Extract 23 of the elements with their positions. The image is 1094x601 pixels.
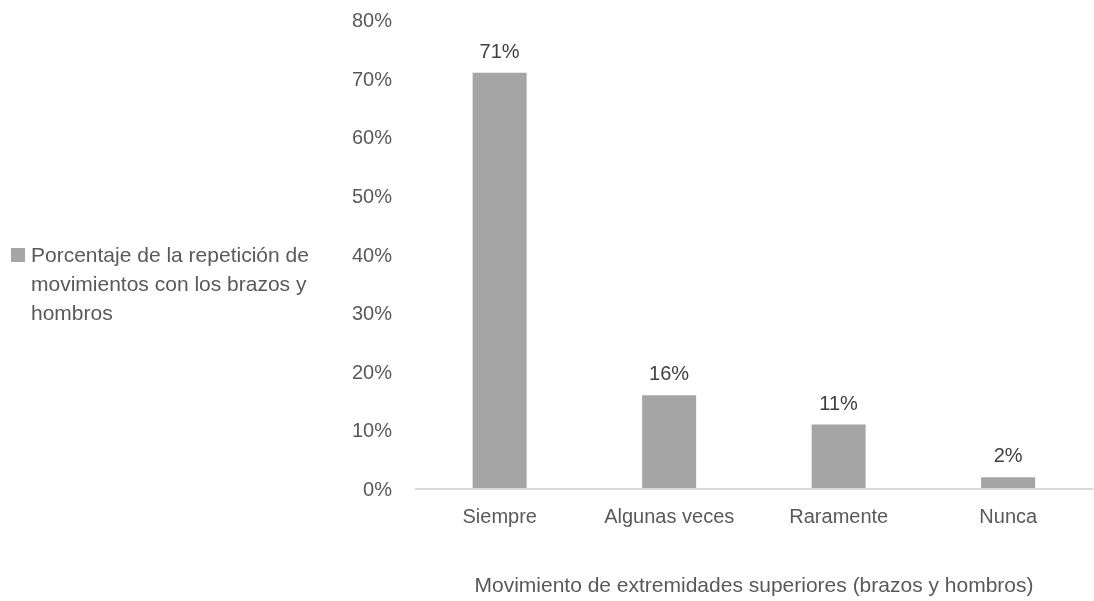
y-tick-label: 60%	[351, 126, 393, 149]
bar	[642, 395, 697, 489]
y-tick-label: 0%	[363, 478, 393, 501]
data-label: 2%	[993, 444, 1023, 467]
x-tick-label: Raramente	[789, 505, 889, 528]
data-label: 71%	[479, 39, 520, 62]
y-tick-label: 40%	[351, 243, 393, 266]
bar	[811, 424, 866, 489]
x-tick-label: Nunca	[979, 505, 1039, 528]
x-axis-title: Movimiento de extremidades superiores (brazos y hombros)	[474, 573, 1034, 596]
y-tick-label: 20%	[351, 360, 393, 383]
bar	[472, 72, 527, 489]
y-tick-label: 50%	[351, 184, 393, 207]
data-label: 11%	[819, 391, 859, 414]
x-tick-label: Algunas veces	[604, 505, 735, 528]
legend-label: Porcentaje de la repetición de movimientos con los brazos y hombros	[31, 242, 310, 326]
y-tick-label: 80%	[351, 9, 393, 32]
y-tick-label: 70%	[351, 67, 393, 90]
bar	[981, 477, 1036, 489]
data-label: 16%	[649, 362, 690, 385]
x-tick-label: Siempre	[462, 505, 537, 528]
y-tick-label: 30%	[351, 302, 393, 325]
y-tick-label: 10%	[351, 419, 393, 442]
